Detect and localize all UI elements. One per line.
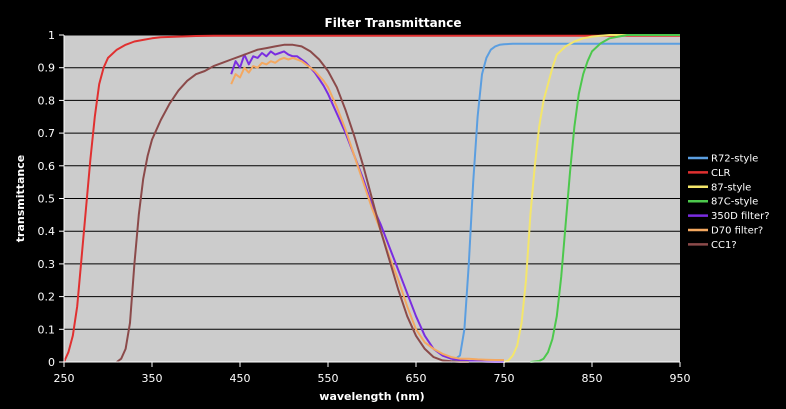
x-tick-label: 650 (406, 372, 427, 385)
x-tick-label: 850 (582, 372, 603, 385)
legend: R72-style CLR 87-style 87C-style 350D filter… (688, 154, 770, 251)
series-line-r72-style (450, 42, 680, 363)
x-axis-title: wavelength (nm) (319, 390, 424, 403)
x-tick-label: 250 (54, 372, 75, 385)
y-tick-label: 1 (48, 29, 55, 42)
legend-label-r72-style: R72-style (711, 154, 758, 165)
y-tick-label: 0.3 (38, 258, 56, 271)
chart-title: Filter Transmittance (325, 16, 462, 30)
series-line-87-style (503, 34, 680, 363)
y-tick-label: 0 (48, 356, 55, 369)
legend-label-d70-filter: D70 filter? (711, 226, 763, 237)
x-tick-label: 950 (670, 372, 691, 385)
x-tick-label: 350 (142, 372, 163, 385)
x-tick-label: 550 (318, 372, 339, 385)
y-tick-label: 0.1 (38, 323, 56, 336)
series-line-clr (63, 34, 680, 363)
y-tick-label: 0.6 (38, 160, 56, 173)
y-tick-label: 0.4 (38, 225, 56, 238)
axis-layer: 0 0.1 0.2 0.3 0.4 0.5 0.6 0.7 0.8 0.9 1 250 350 450 55… (38, 29, 691, 385)
y-tick-label: 0.9 (38, 62, 56, 75)
series-layer (63, 34, 680, 363)
y-tick-label: 0.7 (38, 127, 56, 140)
y-tick-label: 0.5 (38, 193, 56, 206)
y-tick-label: 0.2 (38, 291, 56, 304)
x-tick-label: 450 (230, 372, 251, 385)
series-line-87c-style (530, 34, 680, 363)
legend-label-350d-filter: 350D filter? (711, 211, 770, 222)
y-tick-label: 0.8 (38, 94, 56, 107)
series-line-cc1 (116, 43, 469, 363)
y-axis-title: transmittance (14, 155, 27, 242)
legend-label-clr: CLR (711, 168, 731, 179)
legend-label-cc1: CC1? (711, 240, 737, 251)
legend-label-87c-style: 87C-style (711, 197, 758, 208)
x-tick-label: 750 (494, 372, 515, 385)
legend-label-87-style: 87-style (711, 182, 751, 193)
series-line-d70-filter (230, 56, 504, 361)
series-line-350d-filter (230, 50, 504, 363)
